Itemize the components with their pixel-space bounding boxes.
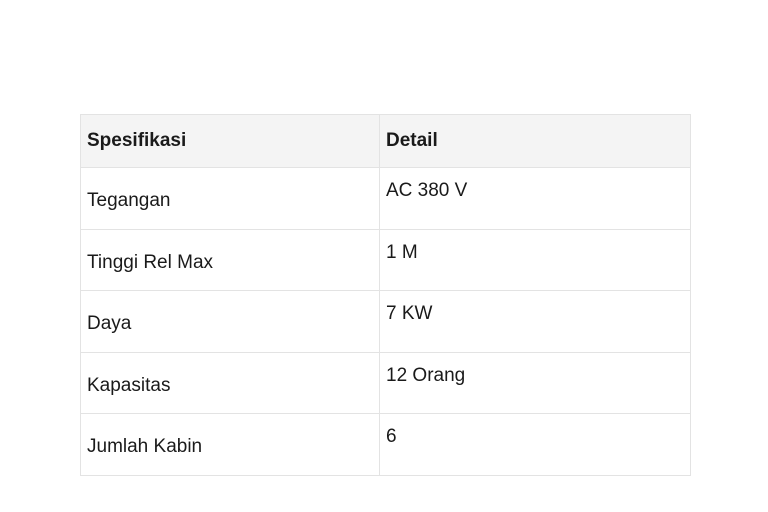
table-row: Jumlah Kabin 6: [80, 413, 691, 476]
table-row: Kapasitas 12 Orang: [80, 351, 691, 414]
spec-value: 7 KW: [379, 290, 691, 353]
spec-table: Spesifikasi Detail Tegangan AC 380 V Tin…: [80, 114, 691, 476]
table-row: Tinggi Rel Max 1 M: [80, 228, 691, 291]
header-spesifikasi: Spesifikasi: [80, 114, 380, 168]
spec-name: Tinggi Rel Max: [80, 228, 380, 291]
spec-value: AC 380 V: [379, 167, 691, 230]
header-detail: Detail: [379, 114, 691, 168]
spec-value: 1 M: [379, 228, 691, 291]
table-row: Tegangan AC 380 V: [80, 167, 691, 230]
table-header-row: Spesifikasi Detail: [80, 114, 691, 168]
table-row: Daya 7 KW: [80, 290, 691, 353]
spec-value: 6: [379, 413, 691, 476]
spec-name: Kapasitas: [80, 351, 380, 414]
spec-name: Tegangan: [80, 167, 380, 230]
spec-name: Jumlah Kabin: [80, 413, 380, 476]
spec-value: 12 Orang: [379, 351, 691, 414]
spec-name: Daya: [80, 290, 380, 353]
